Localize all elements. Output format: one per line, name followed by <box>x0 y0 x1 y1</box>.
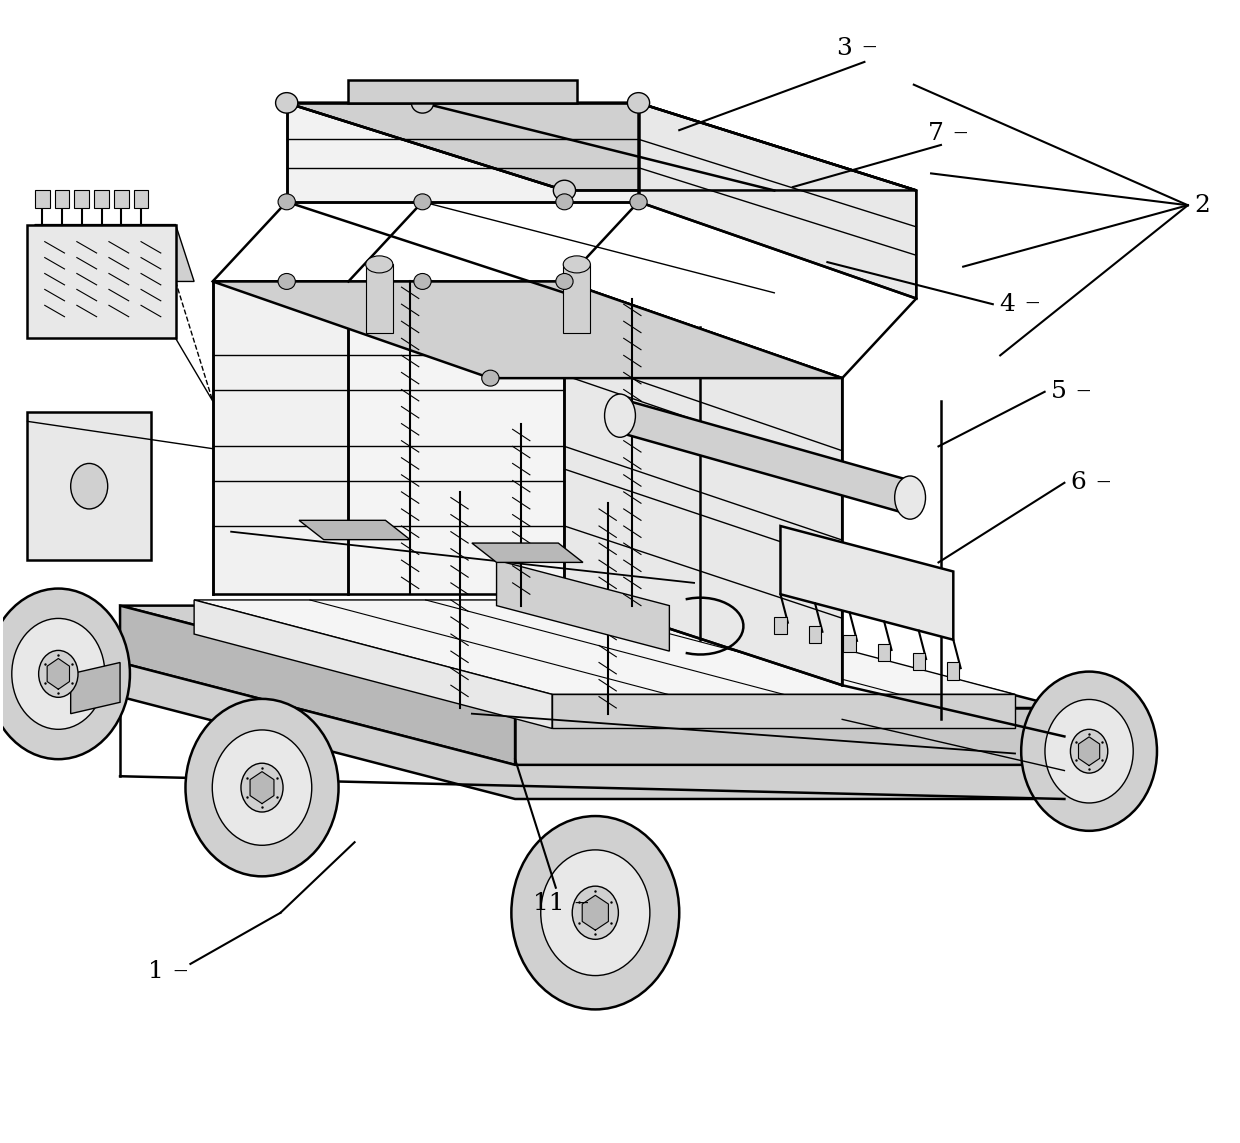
Text: —: — <box>574 896 588 911</box>
Polygon shape <box>77 657 120 708</box>
Polygon shape <box>496 560 670 652</box>
Bar <box>114 191 129 208</box>
Ellipse shape <box>412 93 434 113</box>
Ellipse shape <box>553 181 575 201</box>
Bar <box>55 191 69 208</box>
Polygon shape <box>27 413 151 560</box>
Polygon shape <box>120 606 515 765</box>
Polygon shape <box>1079 737 1100 766</box>
Polygon shape <box>366 264 393 333</box>
Ellipse shape <box>278 194 295 210</box>
Bar <box>878 645 890 662</box>
Polygon shape <box>299 520 410 539</box>
Ellipse shape <box>275 93 298 113</box>
Polygon shape <box>1039 740 1089 782</box>
Text: 3: 3 <box>836 37 852 59</box>
Bar <box>774 617 786 634</box>
Polygon shape <box>564 281 842 686</box>
Ellipse shape <box>278 273 295 289</box>
Polygon shape <box>515 708 1064 765</box>
Ellipse shape <box>895 475 925 519</box>
Ellipse shape <box>71 463 108 509</box>
Bar <box>134 191 149 208</box>
Text: 5: 5 <box>1052 381 1066 403</box>
Polygon shape <box>552 694 1016 728</box>
Text: —: — <box>1076 385 1090 399</box>
Ellipse shape <box>186 698 339 877</box>
Polygon shape <box>250 772 274 804</box>
Polygon shape <box>639 103 916 298</box>
Ellipse shape <box>627 93 650 113</box>
Polygon shape <box>195 600 1016 694</box>
Ellipse shape <box>563 256 590 273</box>
Ellipse shape <box>630 194 647 210</box>
Ellipse shape <box>12 618 105 729</box>
Polygon shape <box>620 399 910 514</box>
Polygon shape <box>472 543 583 562</box>
Ellipse shape <box>482 370 498 386</box>
Polygon shape <box>195 600 552 728</box>
Polygon shape <box>27 224 176 338</box>
Polygon shape <box>120 606 1064 708</box>
Bar <box>843 636 856 653</box>
Bar <box>94 191 109 208</box>
Ellipse shape <box>605 394 635 438</box>
Polygon shape <box>348 80 577 103</box>
Polygon shape <box>120 663 1064 799</box>
Bar <box>808 626 821 644</box>
Text: 1: 1 <box>148 960 164 983</box>
Ellipse shape <box>1070 729 1107 773</box>
Text: —: — <box>1096 475 1110 490</box>
Text: —: — <box>862 41 875 55</box>
Text: 6: 6 <box>1071 471 1086 494</box>
Ellipse shape <box>0 589 130 759</box>
Text: 7: 7 <box>928 122 944 145</box>
Ellipse shape <box>1022 672 1157 831</box>
Ellipse shape <box>414 273 432 289</box>
Ellipse shape <box>1045 700 1133 804</box>
Ellipse shape <box>38 650 78 697</box>
Text: 11: 11 <box>533 893 564 916</box>
Polygon shape <box>780 526 954 640</box>
Ellipse shape <box>241 764 283 812</box>
Ellipse shape <box>414 194 432 210</box>
Polygon shape <box>71 663 120 713</box>
Ellipse shape <box>556 194 573 210</box>
Polygon shape <box>212 281 842 378</box>
Bar <box>35 191 50 208</box>
Ellipse shape <box>212 730 311 846</box>
Ellipse shape <box>366 256 393 273</box>
Text: —: — <box>174 965 187 978</box>
Bar <box>947 663 960 680</box>
Polygon shape <box>212 281 564 594</box>
Polygon shape <box>563 264 590 333</box>
Bar <box>74 191 89 208</box>
Polygon shape <box>77 646 120 674</box>
Polygon shape <box>583 895 609 930</box>
Polygon shape <box>212 281 348 594</box>
Polygon shape <box>286 103 639 202</box>
Text: —: — <box>954 127 967 141</box>
Text: —: — <box>1025 297 1039 311</box>
Polygon shape <box>286 103 916 191</box>
Text: 2: 2 <box>1194 194 1210 217</box>
Bar <box>913 654 925 671</box>
Polygon shape <box>35 224 195 281</box>
Ellipse shape <box>541 850 650 976</box>
Polygon shape <box>47 658 69 689</box>
Ellipse shape <box>511 816 680 1009</box>
Ellipse shape <box>556 273 573 289</box>
Ellipse shape <box>572 886 619 940</box>
Text: 4: 4 <box>999 293 1016 315</box>
